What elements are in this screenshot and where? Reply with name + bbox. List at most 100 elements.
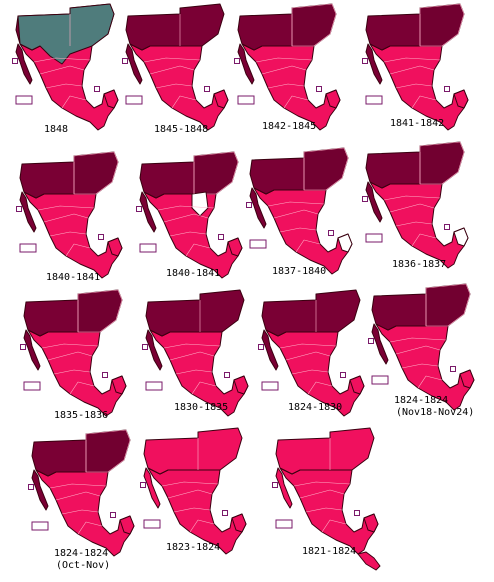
island-marker (94, 86, 100, 92)
state-border (321, 519, 347, 533)
baja-region (371, 323, 389, 365)
map-panel (256, 289, 374, 430)
state-border (45, 83, 83, 89)
yucatan-region (231, 513, 247, 533)
inset-box (249, 239, 267, 249)
inset-box (31, 521, 49, 531)
island-marker (16, 206, 22, 212)
northern-territory-region (145, 289, 245, 337)
texas-region (291, 3, 337, 47)
texas-region (419, 141, 465, 185)
texas-region (85, 429, 131, 473)
state-border (395, 83, 433, 89)
mexico-map (249, 147, 353, 275)
inset-box (371, 375, 389, 385)
state-border (33, 57, 91, 63)
map-year-label: 1840-1841 (166, 268, 221, 279)
map-panel (10, 3, 128, 144)
island-marker (368, 338, 374, 344)
mexico-body-region (129, 43, 229, 131)
island-marker (142, 344, 148, 350)
ceded-territory-region (17, 3, 115, 65)
map-panel (232, 3, 350, 144)
state-border (171, 95, 197, 109)
state-border (279, 227, 317, 233)
mexico-map (19, 151, 123, 279)
island-marker (222, 510, 228, 516)
island-marker (328, 230, 334, 236)
map-year-label: 1821-1824 (302, 546, 357, 557)
state-border (175, 369, 213, 375)
baja-region (275, 467, 293, 509)
baja-region (365, 43, 383, 85)
map-year-label: 1837-1840 (272, 266, 327, 277)
state-border (261, 65, 307, 75)
state-border (255, 57, 313, 63)
state-border (47, 351, 93, 361)
yucatan-region (349, 375, 365, 395)
state-border (55, 491, 101, 501)
baja-region (139, 191, 157, 233)
state-border (305, 507, 343, 513)
state-border (61, 95, 87, 109)
state-border (279, 343, 337, 349)
inset-box (261, 381, 279, 391)
state-border (49, 483, 107, 489)
island-marker (12, 58, 18, 64)
map-year-label: 1835-1836 (54, 410, 109, 421)
island-marker (316, 86, 322, 92)
state-border (267, 83, 305, 89)
island-marker (450, 366, 456, 372)
state-border (69, 381, 95, 395)
texas-region (193, 151, 239, 195)
map-year-label: 1842-1845 (262, 121, 317, 132)
mexico-map (365, 141, 469, 269)
baja-region (19, 191, 37, 233)
map-panel (134, 151, 252, 292)
state-border (411, 233, 437, 247)
yucatan-region (111, 375, 127, 395)
central-america-region (357, 551, 381, 571)
state-border (163, 213, 209, 223)
map-panel (120, 3, 238, 144)
island-marker (362, 196, 368, 202)
state-border (39, 65, 85, 75)
yucatan-region (325, 89, 341, 109)
map-date-sublabel: (Nov18-Nov24) (396, 407, 475, 418)
state-border (273, 209, 319, 219)
state-border (401, 363, 439, 369)
mexico-body-region (279, 467, 379, 555)
island-marker (110, 512, 116, 518)
state-border (61, 509, 99, 515)
island-marker (218, 234, 224, 240)
northern-territory-region (143, 427, 243, 475)
inset-box (125, 95, 143, 105)
island-marker (272, 482, 278, 488)
island-marker (258, 344, 264, 350)
island-marker (140, 482, 146, 488)
island-marker (444, 86, 450, 92)
map-panel (138, 427, 256, 568)
map-year-label: 1830-1835 (174, 402, 229, 413)
island-marker (234, 58, 240, 64)
inset-box (15, 95, 33, 105)
yucatan-region (233, 375, 249, 395)
island-marker (204, 86, 210, 92)
rio-grande-republic-region (191, 191, 209, 217)
state-border (37, 205, 95, 211)
inset-box (365, 95, 383, 105)
baja-region (365, 181, 383, 223)
baja-region (261, 329, 279, 371)
island-marker (444, 224, 450, 230)
mexico-map (125, 3, 229, 131)
mexico-map (371, 283, 475, 411)
map-panel (14, 151, 132, 292)
island-marker (98, 234, 104, 240)
baja-region (143, 467, 161, 509)
state-border (411, 95, 437, 109)
mexico-body-region (241, 43, 341, 131)
state-border (185, 243, 211, 257)
state-border (173, 507, 211, 513)
mexico-body-region (23, 191, 123, 279)
